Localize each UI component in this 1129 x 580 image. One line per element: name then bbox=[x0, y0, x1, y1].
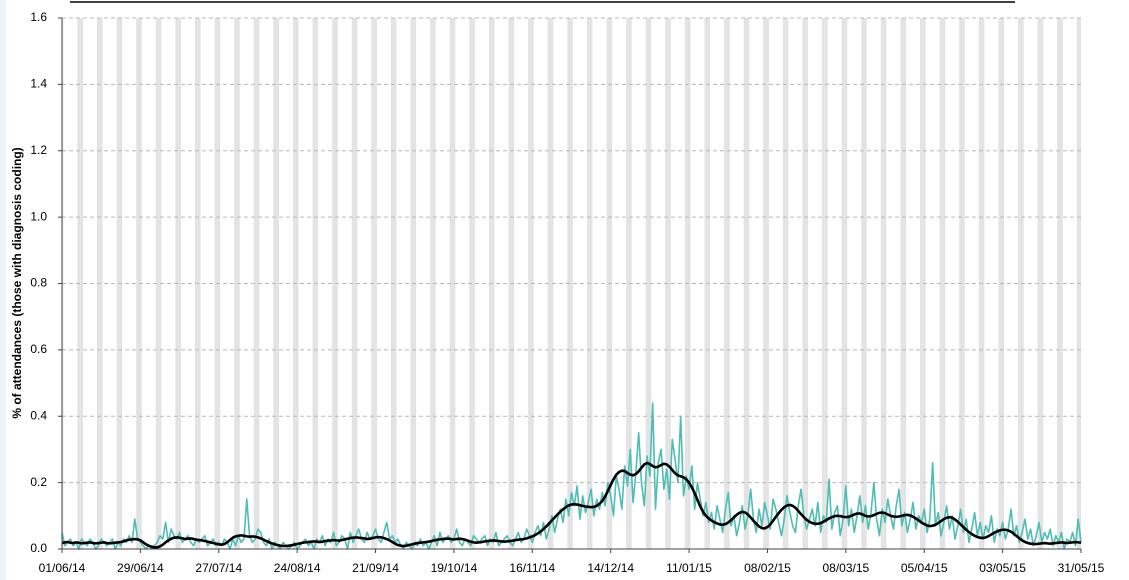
x-tick-label: 31/05/15 bbox=[1058, 561, 1105, 575]
y-tick-label: 0.6 bbox=[30, 342, 47, 356]
weekend-band bbox=[900, 18, 904, 549]
weekend-band bbox=[472, 18, 475, 549]
x-tick-label: 19/10/14 bbox=[431, 561, 478, 575]
weekend-band bbox=[234, 18, 237, 549]
weekend-band bbox=[452, 18, 456, 549]
lines bbox=[61, 402, 1082, 550]
weekend-band bbox=[295, 18, 299, 549]
weekend-band bbox=[743, 18, 747, 549]
weekend-band bbox=[158, 18, 162, 549]
y-tick-label: 0.4 bbox=[30, 408, 47, 422]
weekend-band bbox=[1037, 18, 1041, 549]
weekend-band bbox=[256, 18, 260, 549]
weekend-band bbox=[116, 18, 120, 549]
weekend-band bbox=[197, 18, 201, 549]
weekend-band bbox=[766, 18, 769, 549]
weekend-band bbox=[374, 18, 377, 549]
weekend-band bbox=[354, 18, 358, 549]
weekend-band bbox=[589, 18, 593, 549]
y-tick-label: 0.0 bbox=[30, 541, 47, 555]
x-tick-label: 24/08/14 bbox=[274, 561, 321, 575]
x-tick-label: 21/09/14 bbox=[352, 561, 399, 575]
weekend-band bbox=[746, 18, 750, 549]
weekend-band bbox=[645, 18, 649, 549]
y-tick-label: 0.8 bbox=[30, 276, 47, 290]
y-tick-label: 1.6 bbox=[30, 10, 47, 24]
y-tick-label: 1.4 bbox=[30, 77, 47, 91]
weekend-band bbox=[864, 18, 867, 549]
x-tick-label: 08/02/15 bbox=[744, 561, 791, 575]
weekend-band bbox=[687, 18, 691, 549]
weekend-band bbox=[668, 18, 671, 549]
x-tick-label: 14/12/14 bbox=[587, 561, 634, 575]
weekend-band bbox=[724, 18, 727, 549]
axes: 0.0 0.2 0.4 0.6 0.8 1.0 1.2 1.4 1.6 01/06/14 29/06… bbox=[30, 10, 1104, 575]
x-tick-label: 27/07/14 bbox=[195, 561, 242, 575]
weekend-band bbox=[1040, 18, 1044, 549]
weekend-band bbox=[883, 18, 887, 549]
x-tick-label: 05/04/15 bbox=[901, 561, 948, 575]
x-tick-label: 01/06/14 bbox=[39, 561, 86, 575]
weekend-band bbox=[1060, 18, 1063, 549]
weekend-band bbox=[704, 18, 708, 549]
weekend-band bbox=[844, 18, 848, 549]
weekend-band bbox=[981, 18, 985, 549]
weekend-bands bbox=[62, 18, 1081, 549]
weekend-band bbox=[332, 18, 335, 549]
weekend-band bbox=[80, 18, 83, 549]
weekend-band bbox=[785, 18, 789, 549]
weekend-band bbox=[491, 18, 495, 549]
weekend-band bbox=[550, 18, 554, 549]
weekend-band bbox=[430, 18, 433, 549]
weekend-band bbox=[508, 18, 512, 549]
left-edge bbox=[0, 0, 6, 580]
weekend-band bbox=[393, 18, 397, 549]
weekend-band bbox=[351, 18, 355, 549]
weekend-band bbox=[312, 18, 316, 549]
weekend-band bbox=[648, 18, 652, 549]
y-axis-label: % of attendances (those with diagnosis c… bbox=[10, 147, 24, 418]
x-tick-label: 29/06/14 bbox=[117, 561, 164, 575]
x-tick-label: 08/03/15 bbox=[822, 561, 869, 575]
x-tick-label: 16/11/14 bbox=[509, 561, 555, 575]
weekend-band bbox=[939, 18, 943, 549]
weekend-band bbox=[99, 18, 103, 549]
weekend-band bbox=[155, 18, 159, 549]
x-tick-label: 03/05/15 bbox=[979, 561, 1026, 575]
weekend-band bbox=[1018, 18, 1021, 549]
weekend-band bbox=[920, 18, 923, 549]
weekend-band bbox=[802, 18, 806, 549]
weekend-band bbox=[253, 18, 257, 549]
weekend-band bbox=[942, 18, 946, 549]
weekend-band bbox=[214, 18, 218, 549]
weekend-band bbox=[570, 18, 573, 549]
y-tick-label: 0.2 bbox=[30, 475, 47, 489]
weekend-band bbox=[606, 18, 610, 549]
weekend-band bbox=[962, 18, 965, 549]
series-line bbox=[61, 402, 1082, 550]
weekend-band bbox=[528, 18, 531, 549]
weekend-band bbox=[449, 18, 453, 549]
weekend-band bbox=[136, 18, 139, 549]
weekend-band bbox=[276, 18, 279, 549]
weekend-band bbox=[626, 18, 629, 549]
weekend-band bbox=[841, 18, 845, 549]
series-line bbox=[61, 461, 1082, 549]
weekend-band bbox=[822, 18, 825, 549]
x-tick-label: 11/01/15 bbox=[666, 561, 712, 575]
y-tick-label: 1.0 bbox=[30, 209, 47, 223]
weekend-band bbox=[998, 18, 1002, 549]
y-tick-label: 1.2 bbox=[30, 143, 47, 157]
weekend-band bbox=[547, 18, 551, 549]
weekend-band bbox=[178, 18, 181, 549]
weekend-band bbox=[410, 18, 414, 549]
